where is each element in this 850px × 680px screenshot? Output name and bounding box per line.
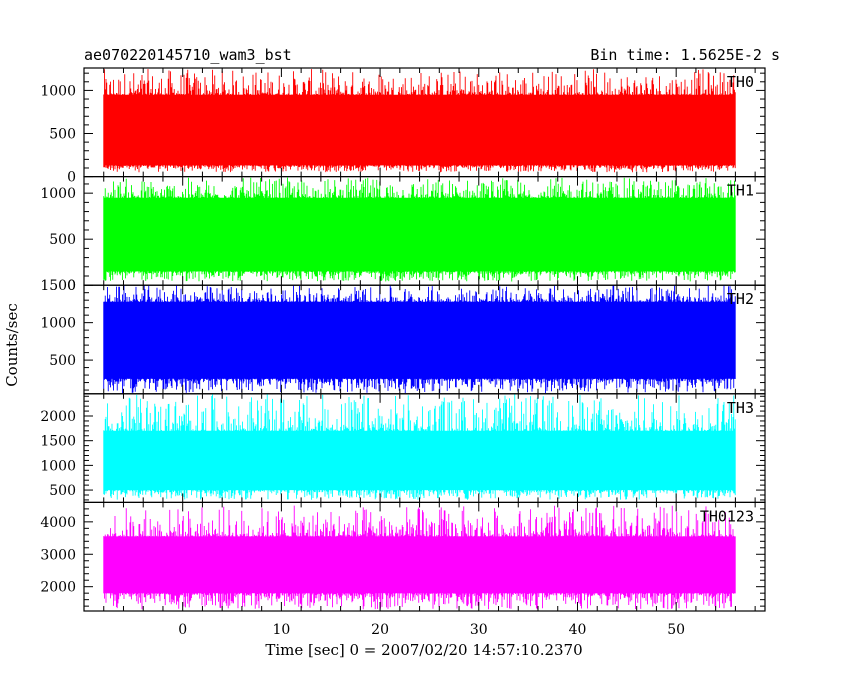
panel-label-th0123: TH0123 [700, 507, 754, 525]
y-tick-label-th0123: 3000 [40, 547, 76, 563]
y-tick-label-th0123: 4000 [40, 515, 76, 531]
chart-title-left: ae070220145710_wam3_bst [84, 46, 292, 64]
y-tick-label-th3: 500 [49, 483, 76, 499]
panel-th0: 0 500 1000 TH0 [40, 67, 766, 186]
y-tick-label-th2: 1000 [40, 316, 76, 332]
x-tick-label: 0 [178, 622, 187, 638]
y-tick-label-th3: 2000 [40, 409, 76, 425]
panel-th1: 0 500 1000 TH1 [40, 176, 766, 294]
series-th0-line [103, 69, 736, 173]
y-tick-label-th0123: 2000 [40, 580, 76, 596]
x-axis-title: Time [sec] 0 = 2007/02/20 14:57:10.2370 [265, 641, 582, 659]
x-tick-label: 50 [667, 622, 685, 638]
panel-th0123: 2000 3000 4000 TH0123 [40, 501, 766, 612]
chart-title-right: Bin time: 1.5625E-2 s [590, 46, 780, 64]
panel-label-th0: TH0 [727, 73, 754, 91]
x-tick-label: 40 [569, 622, 587, 638]
y-tick-label-th1: 0 [67, 278, 76, 294]
series-th0123-line [103, 505, 736, 610]
y-tick-label-th1: 1000 [40, 186, 76, 202]
series-th3-line [103, 394, 736, 500]
y-tick-label-th3: 1500 [40, 434, 76, 450]
series-th1-line [103, 177, 736, 282]
y-tick-label-th3: 1000 [40, 458, 76, 474]
y-axis-title: Counts/sec [3, 303, 21, 387]
series-th2-line [103, 285, 736, 393]
y-tick-label-th0: 500 [49, 127, 76, 143]
panel-frame [83, 501, 766, 612]
x-tick-label: 30 [470, 622, 488, 638]
y-tick-label-th1: 500 [49, 232, 76, 248]
x-tick-label: 20 [371, 622, 389, 638]
y-tick-label-th2: 500 [49, 353, 76, 369]
panel-label-th2: TH2 [727, 290, 754, 308]
x-tick-label: 10 [272, 622, 290, 638]
panel-th2: 500 1000 1500 TH2 [40, 278, 766, 395]
y-tick-label-th2: 1500 [40, 278, 76, 294]
panel-th3: 500 1000 1500 2000 TH3 [40, 393, 766, 503]
y-tick-label-th0: 1000 [40, 83, 76, 99]
panel-label-th3: TH3 [727, 399, 754, 417]
y-tick-label-th0: 0 [67, 170, 76, 186]
panel-label-th1: TH1 [727, 182, 754, 200]
